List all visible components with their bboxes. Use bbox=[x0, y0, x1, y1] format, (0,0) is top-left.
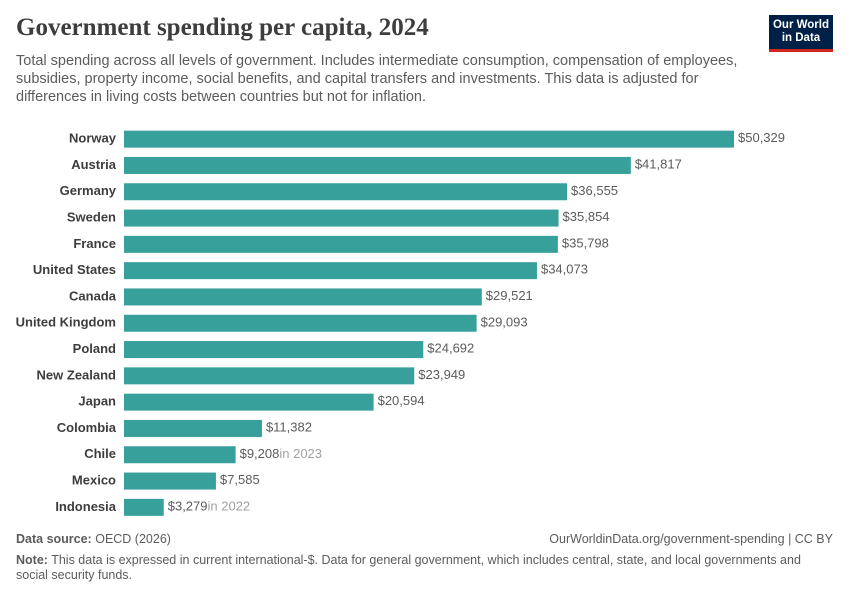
bar bbox=[124, 156, 631, 174]
value-label: $9,208 bbox=[240, 446, 280, 461]
y-tick-label: Chile bbox=[84, 446, 116, 461]
value-label-group: $7,585 bbox=[220, 472, 260, 487]
value-note: in 2023 bbox=[279, 446, 322, 461]
value-label-group: $3,279in 2022 bbox=[168, 499, 250, 514]
bar bbox=[124, 262, 537, 280]
value-label: $29,093 bbox=[481, 315, 528, 330]
bar bbox=[124, 446, 236, 464]
y-tick-label: Germany bbox=[60, 183, 117, 198]
y-tick-label: United Kingdom bbox=[16, 315, 116, 330]
value-label: $3,279 bbox=[168, 499, 208, 514]
value-note: in 2022 bbox=[208, 499, 251, 514]
y-tick-label: Indonesia bbox=[55, 499, 116, 514]
y-tick-label: Canada bbox=[69, 288, 117, 303]
value-label: $24,692 bbox=[427, 341, 474, 356]
value-label-group: $20,594 bbox=[378, 394, 425, 409]
value-label: $35,798 bbox=[562, 236, 609, 251]
value-label: $50,329 bbox=[738, 131, 785, 146]
source-text: OECD (2026) bbox=[95, 532, 171, 546]
value-label-group: $41,817 bbox=[635, 157, 682, 172]
value-label: $41,817 bbox=[635, 157, 682, 172]
source: Data source: OECD (2026) bbox=[16, 532, 171, 546]
note-text: This data is expressed in current intern… bbox=[16, 553, 801, 582]
y-tick-label: United States bbox=[33, 262, 116, 277]
value-label: $20,594 bbox=[378, 394, 425, 409]
value-label: $11,382 bbox=[266, 420, 312, 435]
bar bbox=[124, 472, 216, 490]
value-label-group: $34,073 bbox=[541, 262, 588, 277]
y-tick-label: Sweden bbox=[67, 209, 116, 224]
value-label-group: $23,949 bbox=[418, 367, 465, 382]
bar bbox=[124, 288, 482, 306]
value-label: $29,521 bbox=[486, 288, 533, 303]
y-tick-label: Japan bbox=[78, 394, 116, 409]
logo-text: in Data bbox=[781, 32, 821, 44]
y-tick-label: Colombia bbox=[57, 420, 117, 435]
logo-text: Our World bbox=[772, 19, 829, 31]
bar bbox=[124, 235, 558, 253]
bar bbox=[124, 367, 415, 385]
note-label: Note: bbox=[16, 553, 48, 567]
value-label: $35,854 bbox=[563, 209, 610, 224]
y-tick-label: Norway bbox=[69, 131, 117, 146]
bar bbox=[124, 341, 424, 359]
note: Note: This data is expressed in current … bbox=[16, 553, 816, 583]
value-label-group: $35,798 bbox=[562, 236, 609, 251]
y-tick-label: France bbox=[73, 236, 116, 251]
value-label: $36,555 bbox=[571, 183, 618, 198]
value-label: $7,585 bbox=[220, 472, 260, 487]
value-label-group: $50,329 bbox=[738, 131, 785, 146]
url[interactable]: OurWorldinData.org/government-spending |… bbox=[549, 532, 833, 546]
value-label-group: $29,521 bbox=[486, 288, 533, 303]
value-label-group: $9,208in 2023 bbox=[240, 446, 322, 461]
value-label-group: $35,854 bbox=[563, 209, 610, 224]
chart: Norway $50,329 Austria $41,817 Germany $36,55… bbox=[16, 130, 785, 516]
value-label: $34,073 bbox=[541, 262, 588, 277]
bar bbox=[124, 498, 164, 516]
bar bbox=[124, 209, 559, 227]
value-label-group: $36,555 bbox=[571, 183, 618, 198]
y-tick-label: Poland bbox=[73, 341, 116, 356]
y-tick-label: New Zealand bbox=[37, 367, 117, 382]
value-label: $23,949 bbox=[418, 367, 465, 382]
chart-subtitle: Total spending across all levels of gove… bbox=[16, 53, 738, 105]
bar bbox=[124, 393, 374, 411]
chart-title: Government spending per capita, 2024 bbox=[16, 14, 429, 41]
bar bbox=[124, 314, 477, 332]
value-label-group: $29,093 bbox=[481, 315, 528, 330]
value-label-group: $24,692 bbox=[427, 341, 474, 356]
logo[interactable]: Our World in Data bbox=[769, 15, 833, 52]
value-label-group: $11,382 bbox=[266, 420, 312, 435]
bar bbox=[124, 419, 262, 437]
source-label: Data source: bbox=[16, 532, 92, 546]
y-tick-label: Austria bbox=[71, 157, 117, 172]
bar bbox=[124, 183, 568, 201]
y-tick-label: Mexico bbox=[72, 472, 116, 487]
bar bbox=[124, 130, 734, 148]
